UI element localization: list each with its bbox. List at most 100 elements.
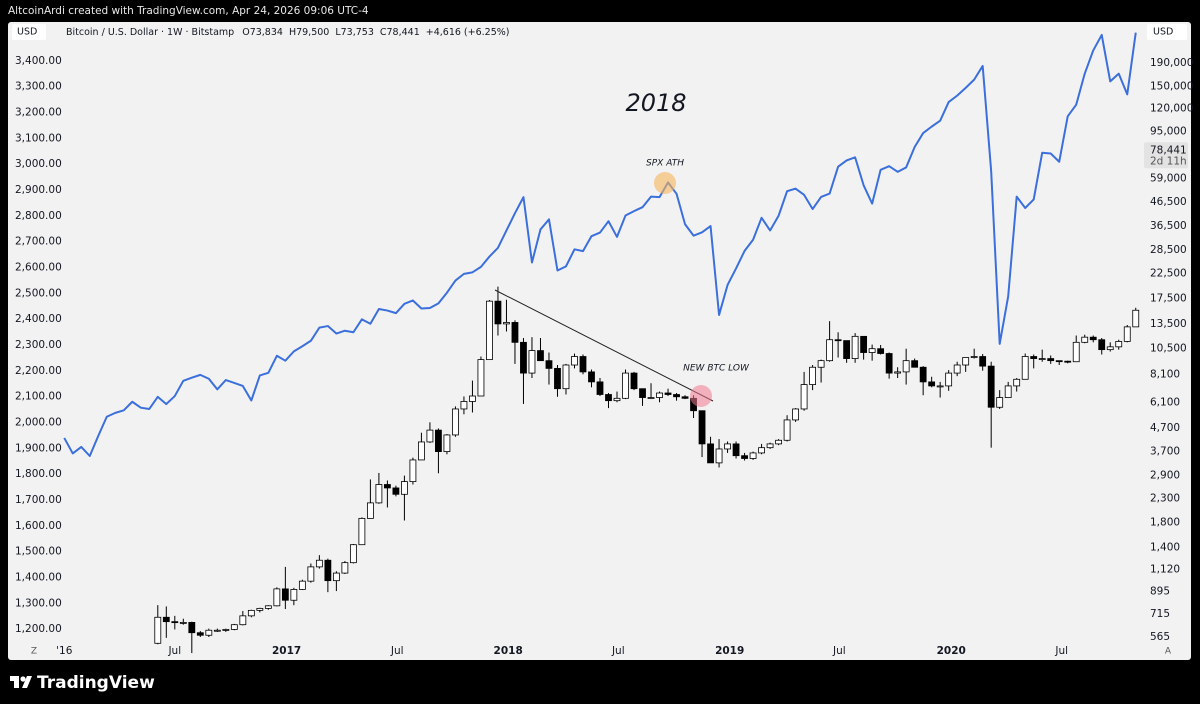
ohlc-open: O73,834 (242, 27, 283, 38)
candle-body (919, 366, 927, 383)
chart-panel (8, 22, 1191, 660)
candle-body (902, 360, 910, 373)
candle-body (715, 448, 723, 464)
y-tick-label: 2,900.00 (15, 184, 62, 196)
candle-body (800, 384, 808, 410)
last-price-label: 78,441 (1150, 144, 1187, 156)
y-tick-label: 2,100.00 (15, 391, 62, 403)
candle-body (332, 572, 340, 582)
candle-body (843, 340, 851, 359)
y-tick-label: 6,100 (1150, 396, 1180, 408)
candle-body (290, 589, 298, 601)
unit-label: USD (1153, 27, 1173, 38)
candle-body (503, 322, 510, 325)
candle-body (281, 588, 289, 601)
y-tick-label: 2,900 (1150, 470, 1180, 482)
candle-body (749, 452, 757, 459)
candle-body (894, 371, 902, 374)
candle-body (1030, 356, 1038, 359)
candle-body (409, 459, 417, 482)
candle-body (324, 559, 332, 582)
candle-body (1013, 378, 1021, 387)
y-tick-label: 1,400.00 (15, 571, 62, 583)
candle-body (545, 360, 553, 369)
y-tick-label: 46,500 (1150, 196, 1187, 208)
candle-body (477, 359, 485, 397)
candle-body (307, 566, 315, 582)
y-tick-label: 1,800 (1150, 517, 1180, 529)
candle-body (239, 615, 247, 626)
candle-body (179, 622, 187, 624)
candle-body (758, 447, 765, 454)
candle-body (622, 372, 629, 399)
y-tick-label: 59,000 (1150, 172, 1187, 184)
symbol-legend: Bitcoin / U.S. Dollar · 1W · Bitstamp O73… (66, 27, 509, 38)
ohlc-change: +4,616 (+6.25%) (426, 27, 510, 38)
y-tick-label: 2,000.00 (15, 416, 62, 428)
y-tick-label: 895 (1150, 586, 1170, 598)
candle-body (1021, 356, 1029, 380)
candle-body (1004, 385, 1012, 398)
y-tick-label: 2,400.00 (15, 313, 62, 325)
y-tick-label: 1,700.00 (15, 494, 62, 506)
candle-body (732, 443, 740, 457)
y-tick-label: 2,500.00 (15, 287, 62, 299)
ohlc-low: L73,753 (335, 27, 374, 38)
candle-body (817, 360, 825, 368)
candle-body (418, 441, 425, 461)
candle-body (792, 408, 799, 421)
candle-body (996, 397, 1004, 408)
candle-body (511, 322, 519, 343)
candle-body (435, 429, 442, 452)
y-tick-label: 1,900.00 (15, 442, 62, 454)
candle-body (707, 443, 714, 464)
brand-name: TradingView (37, 673, 155, 693)
highlight-circle (690, 385, 712, 407)
candle-body (298, 580, 306, 590)
y-tick-label: 1,500.00 (15, 546, 62, 558)
y-tick-label: 8,100 (1150, 368, 1180, 380)
y-tick-label: 2,200.00 (15, 365, 62, 377)
scale-button[interactable]: Z (31, 647, 37, 657)
candle-body (554, 367, 561, 390)
candle-body (426, 429, 434, 443)
symbol-title: Bitcoin / U.S. Dollar · 1W · Bitstamp (66, 27, 234, 38)
y-tick-label: 715 (1150, 608, 1170, 620)
candle-body (349, 544, 357, 564)
candle-body (520, 341, 527, 374)
y-tick-label: 2,700.00 (15, 236, 62, 248)
y-tick-label: 2,300 (1150, 492, 1180, 504)
x-tick-label: Jul (611, 645, 625, 657)
candle-body (358, 517, 366, 546)
logo-part (22, 676, 32, 688)
x-tick-label: 2020 (937, 645, 966, 657)
candle-body (664, 392, 672, 395)
scale-button[interactable]: A (1165, 647, 1172, 657)
candle-body (766, 443, 774, 449)
candle-body (809, 366, 816, 385)
candle-body (213, 629, 221, 632)
y-tick-label: 1,200.00 (15, 623, 62, 635)
logo-part (14, 676, 19, 688)
countdown-label: 2d 11h (1150, 155, 1187, 167)
ohlc-high: H79,500 (289, 27, 329, 38)
y-tick-label: 3,700 (1150, 446, 1180, 458)
y-tick-label: 3,200.00 (15, 106, 62, 118)
y-tick-label: 10,500 (1150, 343, 1187, 355)
candle-body (987, 365, 995, 408)
candle-body (375, 484, 383, 504)
candle-body (1081, 336, 1089, 343)
y-tick-label: 2,600.00 (15, 261, 62, 273)
candle-body (579, 356, 587, 373)
candle-body (162, 616, 170, 623)
y-tick-label: 36,500 (1150, 220, 1187, 232)
candle-body (1055, 360, 1063, 363)
candle-body (639, 388, 646, 398)
candle-body (1098, 339, 1106, 351)
candle-body (860, 335, 868, 353)
candle-body (154, 616, 162, 644)
candle-body (724, 443, 731, 450)
y-tick-label: 3,400.00 (15, 55, 62, 67)
candle-body (486, 300, 493, 361)
